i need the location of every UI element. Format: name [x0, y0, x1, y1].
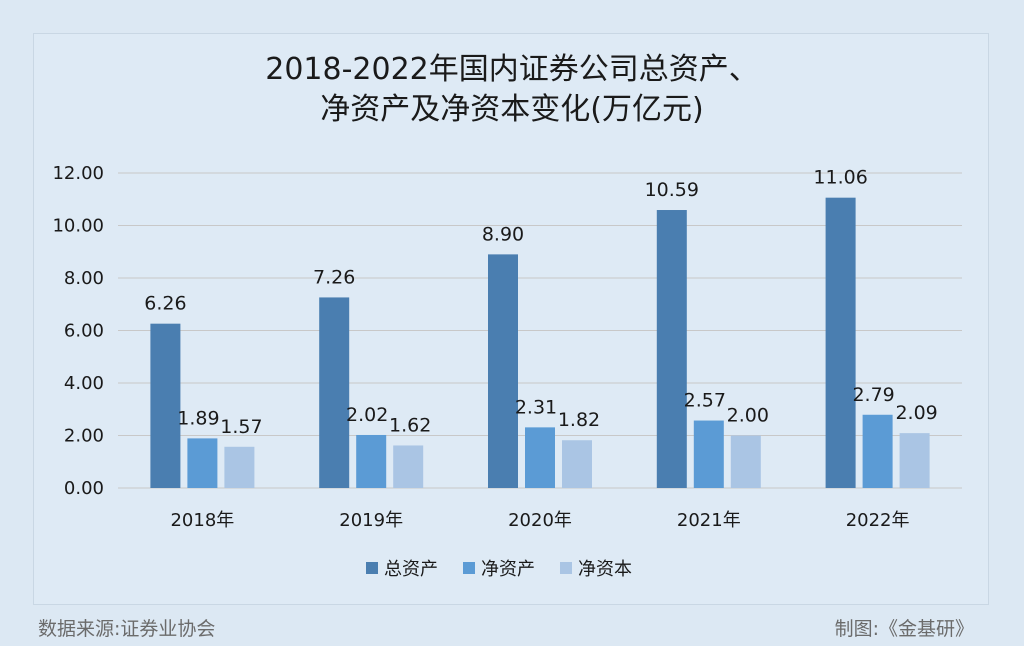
x-tick-label: 2021年	[677, 510, 741, 531]
data-label: 2.09	[895, 402, 937, 424]
bar-净资本	[393, 445, 424, 488]
legend-label: 净资产	[481, 559, 535, 580]
data-label: 2.79	[852, 384, 894, 406]
data-label: 11.06	[813, 167, 867, 189]
legend-label: 净资本	[578, 559, 632, 580]
bar-净资产	[862, 414, 893, 488]
data-label: 2.57	[684, 390, 726, 412]
chart-title-line2: 净资产及净资本变化(万亿元)	[320, 92, 704, 127]
y-tick-label: 0.00	[64, 478, 104, 499]
data-label: 1.57	[220, 416, 262, 438]
bar-总资产	[319, 297, 350, 488]
data-label: 1.62	[389, 414, 431, 436]
data-label: 2.31	[515, 396, 557, 418]
bar-总资产	[488, 254, 518, 488]
data-label: 2.02	[346, 404, 388, 426]
data-label: 1.89	[177, 407, 219, 429]
bar-总资产	[825, 197, 856, 489]
bar-净资本	[562, 440, 592, 488]
data-label: 7.26	[313, 266, 355, 288]
legend-label: 总资产	[384, 559, 438, 580]
bar-净资本	[730, 435, 761, 488]
chart-title-line1: 2018-2022年国内证券公司总资产、	[265, 52, 759, 87]
y-tick-label: 8.00	[64, 268, 104, 289]
y-tick-label: 10.00	[52, 216, 104, 237]
bar-净资本	[224, 446, 255, 488]
bar-总资产	[656, 210, 687, 488]
data-label: 1.82	[558, 409, 600, 431]
y-tick-label: 4.00	[64, 373, 104, 394]
bar-总资产	[150, 323, 181, 488]
bar-净资产	[525, 427, 555, 488]
x-tick-label: 2022年	[846, 510, 910, 531]
legend-swatch	[463, 562, 475, 574]
data-label: 8.90	[482, 223, 524, 245]
bar-净资本	[899, 433, 930, 488]
data-label: 2.00	[727, 405, 769, 427]
y-tick-label: 6.00	[64, 321, 104, 342]
x-tick-label: 2020年	[508, 510, 572, 531]
x-tick-label: 2018年	[170, 510, 234, 531]
x-tick-label: 2019年	[339, 510, 403, 531]
source-note: 数据来源:证券业协会	[38, 618, 216, 640]
chart-title: 2018-2022年国内证券公司总资产、 净资产及净资本变化(万亿元)	[0, 50, 1024, 130]
y-tick-label: 2.00	[64, 426, 104, 447]
data-label: 6.26	[144, 293, 186, 315]
legend-swatch	[366, 562, 378, 574]
bar-净资产	[693, 420, 724, 488]
credit-note: 制图:《金基研》	[834, 618, 974, 640]
data-label: 10.59	[645, 179, 699, 201]
bar-净资产	[356, 434, 387, 488]
bar-净资产	[187, 438, 218, 488]
y-tick-label: 12.00	[52, 163, 104, 184]
legend-swatch	[560, 562, 572, 574]
